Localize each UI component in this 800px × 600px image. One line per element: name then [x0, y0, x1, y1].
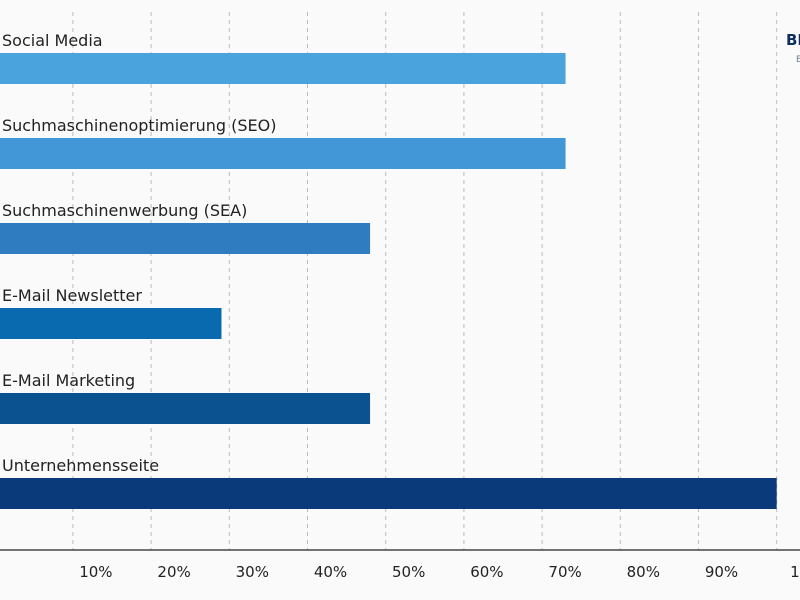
bar-suchmaschinenwerbung-sea: [0, 223, 371, 254]
brand-logo-subtext: E: [796, 55, 800, 65]
bar-social-media: [0, 53, 566, 84]
x-axis-ticks: 10% 20% 30% 40% 50% 60% 70% 80% 90% 10: [79, 563, 800, 581]
x-tick-label-70: 70%: [548, 563, 581, 581]
x-tick-label-100: 10: [790, 563, 800, 581]
x-tick-label-40: 40%: [314, 563, 347, 581]
category-label-2: Suchmaschinenwerbung (SEA): [2, 201, 247, 220]
bar-e-mail-newsletter: [0, 308, 222, 339]
bar-e-mail-marketing: [0, 393, 371, 424]
category-label-3: E-Mail Newsletter: [2, 286, 142, 305]
x-tick-label-80: 80%: [627, 563, 660, 581]
x-tick-label-60: 60%: [470, 563, 503, 581]
x-tick-label-50: 50%: [392, 563, 425, 581]
x-tick-label-90: 90%: [705, 563, 738, 581]
brand-logo-text: BI: [786, 31, 800, 49]
bar-unternehmensseite: [0, 478, 777, 509]
category-label-4: E-Mail Marketing: [2, 371, 135, 390]
x-tick-label-30: 30%: [236, 563, 269, 581]
grid-layer: [72, 12, 778, 550]
x-tick-label-20: 20%: [157, 563, 190, 581]
bars-layer: [0, 53, 777, 509]
category-label-0: Social Media: [2, 31, 103, 50]
x-tick-label-10: 10%: [79, 563, 112, 581]
category-label-1: Suchmaschinenoptimierung (SEO): [2, 116, 276, 135]
bar-suchmaschinenoptimierung-seo: [0, 138, 566, 169]
category-labels: Social Media Suchmaschinenoptimierung (SE…: [2, 31, 276, 475]
category-label-5: Unternehmensseite: [2, 456, 159, 475]
